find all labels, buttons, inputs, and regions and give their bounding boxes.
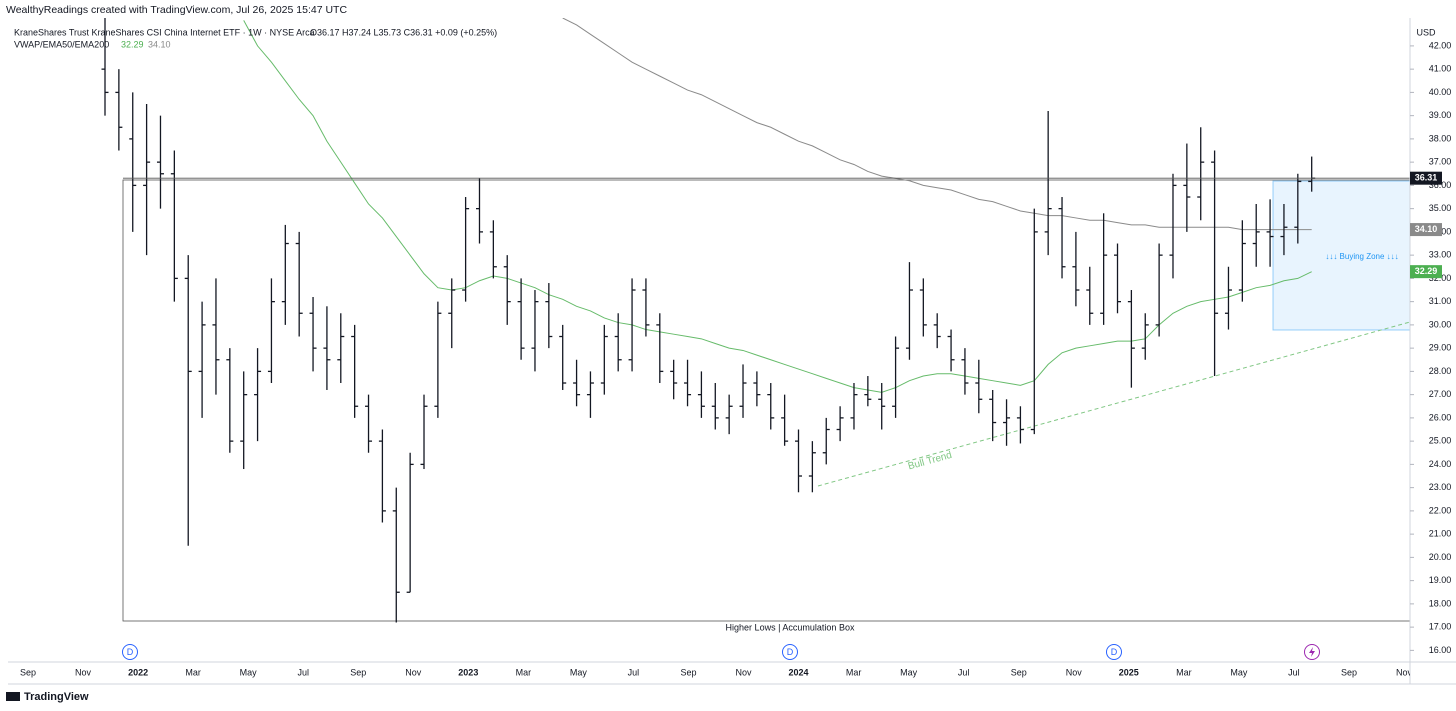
y-tick-label: 33.00 [1429,250,1452,260]
accumulation-box [122,179,1410,622]
x-tick-label: Mar [1176,667,1192,677]
y-tick-label: 28.00 [1429,366,1452,376]
y-tick-label: 23.00 [1429,482,1452,492]
x-tick-label: Jul [297,667,309,677]
dividend-label: D [1111,647,1118,657]
x-tick-label: Nov [75,667,92,677]
x-tick-label: Sep [1341,667,1357,677]
dividend-marker[interactable] [1106,644,1122,660]
dividend-marker[interactable] [122,644,138,660]
y-tick-label: 24.00 [1429,459,1452,469]
x-tick-label: May [240,667,258,677]
ohlc-legend: O36.17 H37.24 L35.73 C36.31 +0.09 (+0.25… [310,27,497,37]
y-tick-label: 36.00 [1429,180,1452,190]
box-label: Higher Lows | Accumulation Box [726,622,855,632]
y-tick-label: 40.00 [1429,87,1452,97]
dividend-marker[interactable] [782,644,798,660]
price-tag-label: 36.31 [1415,173,1438,183]
y-tick-label: 17.00 [1429,622,1452,632]
plot-area [101,18,1410,623]
x-tick-label: Mar [185,667,201,677]
y-tick-label: 21.00 [1429,529,1452,539]
x-tick-label: Sep [20,667,36,677]
ema-line [562,18,1312,231]
y-tick-label: 42.00 [1429,40,1452,50]
y-tick-label: 30.00 [1429,319,1452,329]
y-tick-label: 38.00 [1429,133,1452,143]
x-tick-label: Nov [1066,667,1083,677]
zone-label: ↓↓↓ Buying Zone ↓↓↓ [1325,252,1398,261]
y-tick-label: 19.00 [1429,575,1452,585]
x-tick-label: Jul [958,667,970,677]
x-tick-label: Jul [1288,667,1300,677]
y-tick-label: 41.00 [1429,64,1452,74]
y-tick-label: 31.00 [1429,296,1452,306]
dividend-label: D [127,647,134,657]
x-tick-label: Nov [1396,667,1413,677]
indicator-value: 32.29 [121,39,144,49]
symbol: KraneShares Trust KraneShares CSI China … [14,27,315,37]
x-tick-label: Sep [680,667,696,677]
y-tick-label: 27.00 [1429,389,1452,399]
y-tick-label: 20.00 [1429,552,1452,562]
ema-line [243,20,1312,393]
bull-trend-line [817,321,1410,487]
price-tag [1410,223,1442,237]
price-tag [1410,265,1442,279]
x-tick-label: Nov [736,667,753,677]
x-tick-label: 2024 [789,667,809,677]
y-tick-label: 29.00 [1429,343,1452,353]
x-tick-label: May [900,667,918,677]
x-tick-label: Jul [628,667,640,677]
y-tick-label: 26.00 [1429,412,1452,422]
brand: TradingView [24,691,89,703]
buying-zone [1272,180,1410,331]
price-tag-label: 34.10 [1415,224,1438,234]
x-tick-label: Nov [405,667,422,677]
x-axis: Sep Nov 2022 Mar May Jul Sep Nov 2023 Mar May Jul Se… [20,667,1413,677]
y-tick-label: 35.00 [1429,203,1452,213]
event-marker[interactable] [1304,644,1320,660]
y-tick-label: 25.00 [1429,436,1452,446]
trend-label: Bull Trend [907,450,953,473]
x-tick-label: Mar [846,667,862,677]
price-tag-label: 32.29 [1415,266,1438,276]
y-tick-label: 39.00 [1429,110,1452,120]
x-tick-label: Sep [1011,667,1027,677]
x-tick-label: May [570,667,588,677]
brand-logo [6,692,20,701]
currency: USD [1416,27,1436,37]
y-tick-label: 37.00 [1429,157,1452,167]
y-tick-label: 22.00 [1429,505,1452,515]
attribution: WealthyReadings created with TradingView… [6,4,347,16]
x-tick-label: Mar [516,667,532,677]
x-tick-label: 2022 [128,667,148,677]
x-tick-label: Sep [350,667,366,677]
y-tick-label: 16.00 [1429,645,1452,655]
x-tick-label: 2025 [1119,667,1139,677]
indicator-name: VWAP/EMA50/EMA200 [14,39,109,49]
x-tick-label: May [1230,667,1248,677]
x-tick-label: 2023 [458,667,478,677]
y-tick-label: 18.00 [1429,598,1452,608]
dividend-label: D [787,647,794,657]
price-tag [1410,171,1442,185]
indicator-value: 34.10 [148,39,171,49]
